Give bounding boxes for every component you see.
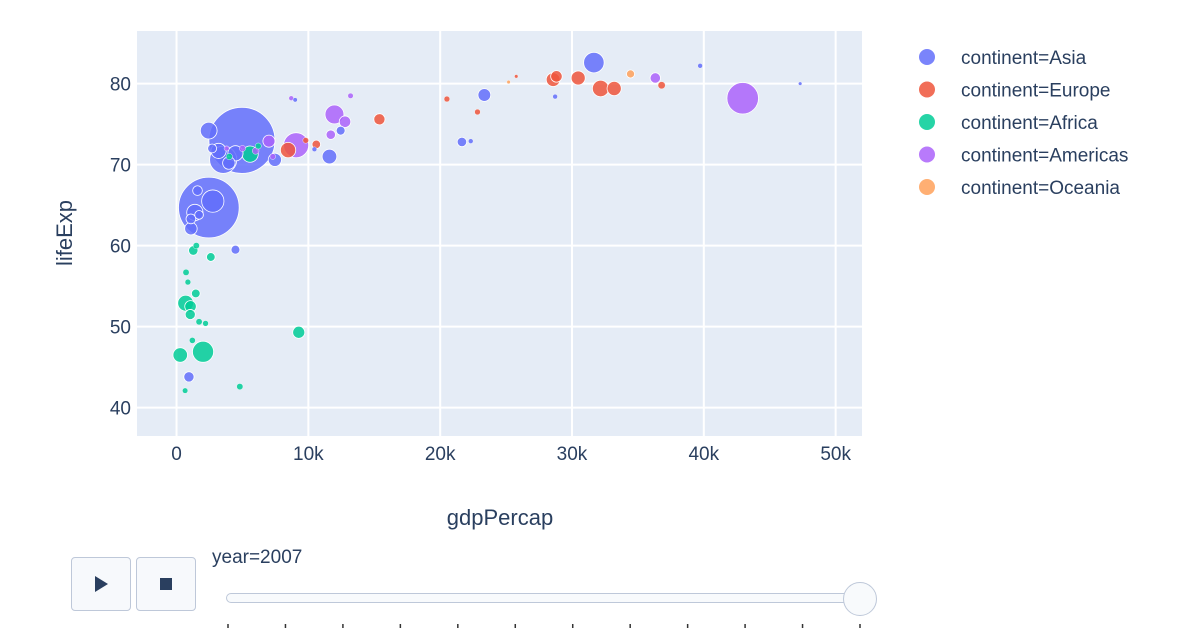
data-point[interactable] bbox=[223, 145, 230, 152]
data-point[interactable] bbox=[182, 269, 190, 276]
data-point[interactable] bbox=[726, 82, 759, 115]
legend-item[interactable]: continent=Americas bbox=[919, 146, 1128, 167]
data-point[interactable] bbox=[302, 137, 309, 144]
legend-marker bbox=[919, 114, 935, 130]
data-point[interactable] bbox=[626, 69, 635, 79]
legend-label: continent=Europe bbox=[961, 81, 1110, 102]
data-point[interactable] bbox=[311, 146, 318, 152]
legend-label: continent=Oceania bbox=[961, 178, 1120, 199]
y-tick-label: 80 bbox=[110, 75, 131, 96]
x-tick-label: 0 bbox=[171, 444, 182, 465]
data-point[interactable] bbox=[506, 80, 511, 85]
legend-marker bbox=[919, 146, 935, 163]
data-point[interactable] bbox=[514, 74, 519, 79]
slider-handle[interactable] bbox=[843, 582, 877, 616]
legend-label: continent=Americas bbox=[961, 146, 1128, 167]
play-button[interactable] bbox=[71, 557, 131, 611]
data-point[interactable] bbox=[570, 70, 586, 86]
x-tick-label: 20k bbox=[425, 444, 456, 465]
data-point[interactable] bbox=[321, 148, 338, 165]
data-point[interactable] bbox=[184, 221, 198, 236]
legend-marker bbox=[919, 49, 935, 65]
legend-item[interactable]: continent=Africa bbox=[919, 113, 1098, 134]
data-point[interactable] bbox=[191, 288, 201, 299]
data-point[interactable] bbox=[292, 97, 298, 103]
x-tick-label: 10k bbox=[293, 444, 324, 465]
tick-labels: 0 10k 20k 30k 40k 50k 40 50 60 70 80 bbox=[110, 75, 852, 465]
data-point[interactable] bbox=[324, 104, 345, 125]
data-point[interactable] bbox=[474, 108, 481, 116]
data-point[interactable] bbox=[192, 185, 203, 196]
data-point[interactable] bbox=[183, 371, 195, 383]
data-point[interactable] bbox=[552, 93, 558, 100]
data-point[interactable] bbox=[255, 142, 262, 150]
data-point[interactable] bbox=[262, 134, 276, 148]
x-axis-title: gdpPercap bbox=[447, 505, 553, 530]
data-point[interactable] bbox=[185, 213, 197, 225]
legend-item[interactable]: continent=Asia bbox=[919, 48, 1087, 69]
data-point[interactable] bbox=[550, 70, 563, 83]
data-point[interactable] bbox=[292, 325, 306, 339]
data-point[interactable] bbox=[225, 153, 233, 160]
legend-marker bbox=[919, 81, 935, 98]
data-point[interactable] bbox=[468, 138, 474, 144]
data-point[interactable] bbox=[338, 115, 352, 128]
data-point[interactable] bbox=[591, 79, 610, 98]
data-point[interactable] bbox=[192, 340, 215, 363]
y-axis-title: lifeExp bbox=[52, 200, 77, 266]
legend[interactable]: continent=Asia continent=Europe continent=… bbox=[919, 48, 1128, 199]
play-icon bbox=[95, 576, 108, 592]
data-point[interactable] bbox=[697, 63, 703, 69]
legend-item[interactable]: continent=Europe bbox=[919, 81, 1110, 102]
stop-button[interactable] bbox=[136, 557, 196, 611]
data-point[interactable] bbox=[477, 88, 492, 102]
data-point[interactable] bbox=[192, 242, 200, 250]
data-point[interactable] bbox=[201, 189, 225, 213]
y-tick-label: 40 bbox=[110, 399, 131, 420]
data-point[interactable] bbox=[172, 347, 188, 363]
slider-rail[interactable] bbox=[226, 593, 862, 603]
y-tick-label: 50 bbox=[110, 318, 131, 339]
data-point[interactable] bbox=[230, 244, 241, 255]
data-point[interactable] bbox=[279, 142, 297, 159]
data-point[interactable] bbox=[195, 318, 203, 326]
data-point[interactable] bbox=[649, 72, 661, 84]
legend-label: continent=Asia bbox=[961, 48, 1087, 69]
data-point[interactable] bbox=[325, 129, 336, 140]
data-point[interactable] bbox=[184, 279, 191, 286]
data-point[interactable] bbox=[236, 383, 244, 390]
data-point[interactable] bbox=[182, 387, 189, 394]
data-point[interactable] bbox=[239, 145, 246, 152]
slider-current-value-label: year=2007 bbox=[212, 547, 303, 568]
x-tick-label: 30k bbox=[557, 444, 588, 465]
data-point[interactable] bbox=[657, 81, 666, 90]
data-point[interactable] bbox=[207, 143, 217, 154]
data-point[interactable] bbox=[206, 252, 216, 262]
data-points[interactable] bbox=[172, 51, 803, 394]
data-point[interactable] bbox=[269, 153, 276, 160]
data-point[interactable] bbox=[373, 113, 386, 126]
x-tick-label: 40k bbox=[688, 444, 719, 465]
data-point[interactable] bbox=[199, 121, 218, 140]
legend-marker bbox=[919, 179, 935, 195]
data-point[interactable] bbox=[606, 81, 622, 97]
data-point[interactable] bbox=[184, 309, 196, 320]
data-point[interactable] bbox=[194, 210, 204, 220]
legend-item[interactable]: continent=Oceania bbox=[919, 178, 1120, 199]
x-tick-label: 50k bbox=[820, 444, 851, 465]
data-point[interactable] bbox=[583, 51, 605, 74]
y-tick-label: 60 bbox=[110, 237, 131, 258]
data-point[interactable] bbox=[798, 81, 803, 86]
legend-label: continent=Africa bbox=[961, 113, 1098, 134]
data-point[interactable] bbox=[335, 125, 346, 136]
stop-icon bbox=[160, 578, 172, 590]
data-point[interactable] bbox=[443, 95, 450, 103]
data-point[interactable] bbox=[202, 320, 209, 327]
slider-ticks bbox=[227, 624, 861, 628]
data-point[interactable] bbox=[347, 92, 354, 99]
data-point[interactable] bbox=[456, 136, 468, 148]
data-point[interactable] bbox=[189, 337, 196, 344]
y-tick-label: 70 bbox=[110, 156, 131, 177]
